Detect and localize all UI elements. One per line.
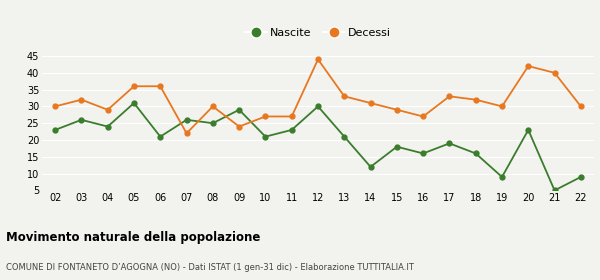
Decessi bbox=[157, 85, 164, 88]
Nascite bbox=[524, 128, 532, 132]
Nascite bbox=[314, 105, 322, 108]
Decessi bbox=[472, 98, 479, 101]
Decessi bbox=[341, 95, 348, 98]
Decessi bbox=[130, 85, 137, 88]
Nascite bbox=[472, 152, 479, 155]
Decessi bbox=[78, 98, 85, 101]
Decessi bbox=[367, 101, 374, 105]
Nascite bbox=[551, 189, 558, 192]
Nascite bbox=[446, 142, 453, 145]
Nascite bbox=[577, 175, 584, 179]
Nascite bbox=[104, 125, 112, 128]
Decessi bbox=[524, 64, 532, 68]
Decessi bbox=[446, 95, 453, 98]
Nascite bbox=[209, 122, 217, 125]
Decessi bbox=[314, 58, 322, 61]
Nascite bbox=[419, 152, 427, 155]
Text: Movimento naturale della popolazione: Movimento naturale della popolazione bbox=[6, 231, 260, 244]
Decessi bbox=[262, 115, 269, 118]
Decessi bbox=[209, 105, 217, 108]
Decessi bbox=[577, 105, 584, 108]
Decessi bbox=[236, 125, 243, 128]
Nascite bbox=[499, 175, 506, 179]
Decessi bbox=[183, 132, 190, 135]
Decessi bbox=[393, 108, 400, 111]
Decessi bbox=[288, 115, 295, 118]
Nascite bbox=[78, 118, 85, 122]
Decessi bbox=[499, 105, 506, 108]
Nascite bbox=[236, 108, 243, 111]
Nascite bbox=[183, 118, 190, 122]
Nascite bbox=[367, 165, 374, 169]
Line: Nascite: Nascite bbox=[53, 101, 583, 193]
Legend: Nascite, Decessi: Nascite, Decessi bbox=[240, 24, 396, 43]
Line: Decessi: Decessi bbox=[53, 57, 583, 136]
Decessi bbox=[419, 115, 427, 118]
Nascite bbox=[341, 135, 348, 138]
Decessi bbox=[551, 71, 558, 74]
Nascite bbox=[157, 135, 164, 138]
Nascite bbox=[52, 128, 59, 132]
Nascite bbox=[393, 145, 400, 148]
Nascite bbox=[288, 128, 295, 132]
Text: COMUNE DI FONTANETO D’AGOGNA (NO) - Dati ISTAT (1 gen-31 dic) - Elaborazione TUT: COMUNE DI FONTANETO D’AGOGNA (NO) - Dati… bbox=[6, 263, 414, 272]
Nascite bbox=[262, 135, 269, 138]
Nascite bbox=[130, 101, 137, 105]
Decessi bbox=[104, 108, 112, 111]
Decessi bbox=[52, 105, 59, 108]
